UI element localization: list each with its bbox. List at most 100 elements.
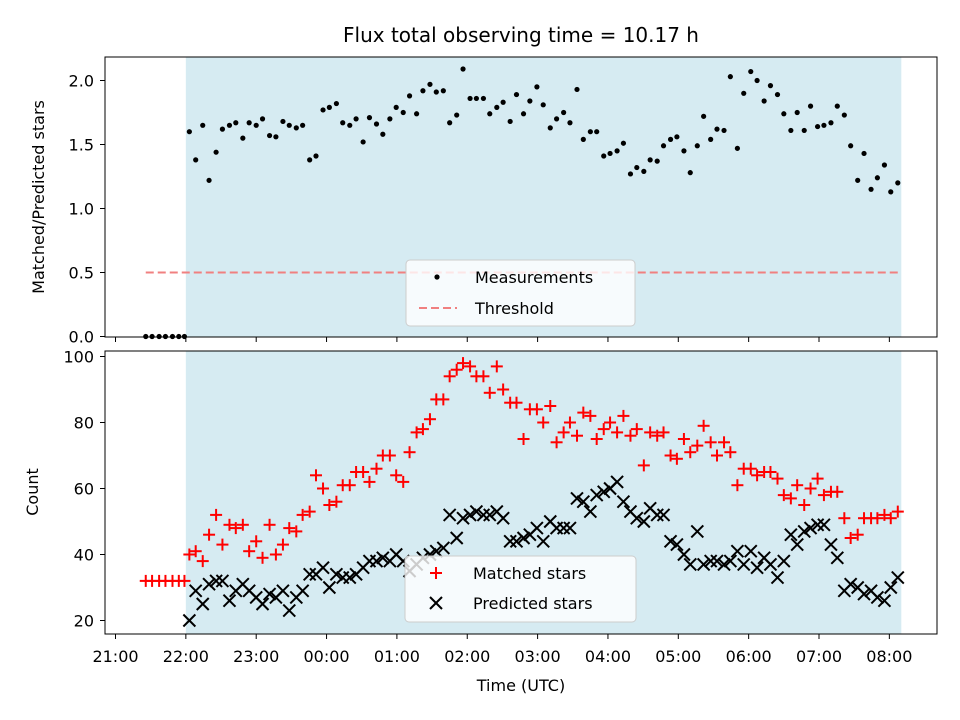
matched-star-point	[309, 469, 322, 482]
predicted-star-point	[690, 524, 705, 539]
matched-star-point	[677, 433, 690, 445]
top-y-tick-label: 2.0	[69, 72, 94, 91]
measurement-point	[727, 74, 733, 80]
bottom-y-tick-label: 40	[74, 546, 94, 565]
predicted-star-point	[723, 554, 738, 568]
measurement-point	[614, 148, 620, 154]
matched-star-point	[363, 475, 376, 488]
measurement-point	[413, 111, 420, 117]
predicted-star-point	[696, 557, 711, 572]
measurement-point	[848, 143, 854, 149]
matched-star-point	[483, 386, 496, 399]
top-panel: 0.00.51.01.52.0 Matched/Predicted stars …	[29, 56, 938, 347]
top-y-axis-label: Matched/Predicted stars	[29, 100, 48, 294]
matched-star-point	[537, 416, 550, 429]
matched-star-point	[617, 409, 630, 422]
matched-star-point	[410, 426, 423, 439]
measurement-point	[513, 91, 520, 98]
matched-star-point	[563, 416, 576, 429]
measurement-point	[473, 95, 479, 102]
matched-star-point	[183, 548, 196, 561]
matched-star-point	[343, 479, 356, 492]
matched-star-point	[323, 499, 336, 511]
measurement-point	[681, 148, 687, 154]
predicted-star-point	[750, 560, 764, 575]
matched-star-point	[604, 416, 617, 429]
top-y-tick-label: 0.5	[69, 264, 94, 283]
matched-star-point	[189, 545, 202, 558]
measurement-point	[387, 116, 393, 122]
matched-star-point	[597, 423, 610, 436]
matched-star-point	[423, 413, 436, 426]
matched-star-point	[256, 551, 269, 564]
x-tick-label: 03:00	[515, 647, 561, 666]
x-axis-label: Time (UTC)	[476, 676, 565, 695]
predicted-star-point	[744, 544, 758, 558]
measurement-point	[861, 150, 867, 157]
measurement-point	[527, 98, 533, 104]
measurement-point	[761, 98, 767, 104]
measurement-point	[594, 129, 600, 135]
measurement-point	[607, 150, 613, 157]
predicted-star-point	[670, 537, 684, 552]
predicted-star-point	[677, 547, 691, 562]
bottom-y-tick-label: 20	[74, 612, 94, 631]
matched-star-point	[724, 446, 737, 459]
measurement-point	[400, 109, 406, 116]
x-tick-label: 06:00	[726, 647, 772, 666]
measurement-point	[561, 109, 567, 116]
measurement-point	[714, 126, 720, 132]
measurement-point	[660, 143, 667, 149]
matched-star-point	[464, 360, 477, 373]
measurement-point	[574, 86, 580, 93]
predicted-star-point	[616, 494, 631, 509]
matched-star-point	[798, 499, 811, 511]
predicted-star-point	[877, 593, 892, 608]
x-tick-label: 01:00	[374, 647, 420, 666]
top-panel-frame	[104, 56, 938, 338]
predicted-star-point	[656, 508, 671, 522]
x-tick-label: 07:00	[796, 647, 842, 666]
matched-star-point	[250, 535, 263, 548]
measurement-point	[748, 68, 754, 75]
x-tick-label: 00:00	[303, 647, 349, 666]
measurement-point	[420, 88, 426, 94]
predicted-star-point	[295, 584, 310, 598]
matched-star-point	[490, 360, 503, 373]
measurement-point	[534, 84, 540, 90]
predicted-star-point	[262, 587, 277, 601]
matched-star-point	[283, 522, 296, 535]
measurement-point	[620, 140, 627, 146]
predicted-star-point	[188, 584, 203, 598]
predicted-star-point	[536, 534, 550, 549]
measurement-point	[300, 122, 306, 128]
figure-title: Flux total observing time = 10.17 h	[343, 23, 699, 47]
legend-predicted-marker	[429, 596, 443, 610]
measurement-point	[694, 143, 700, 149]
matched-star-point	[791, 479, 804, 492]
bottom-panel: 21:00 22:00 23:00 00:00 01:00 02:00 03:00 04:00…	[23, 348, 938, 695]
measurement-point	[567, 120, 573, 126]
measurement-point	[895, 180, 901, 186]
measurement-point	[580, 136, 586, 142]
measurement-point	[520, 111, 527, 117]
matched-star-point	[330, 495, 343, 508]
matched-star-point	[477, 370, 490, 383]
predicted-star-point	[556, 521, 571, 535]
matched-star-point	[718, 436, 731, 449]
matched-star-point	[557, 426, 570, 439]
measurement-point	[868, 186, 874, 192]
predicted-star-point	[463, 508, 477, 522]
matched-star-point	[517, 433, 530, 445]
matched-star-point	[577, 406, 590, 419]
measurement-point	[480, 95, 487, 102]
measurement-point	[219, 126, 226, 132]
matched-star-point	[457, 357, 470, 370]
predicted-star-point	[483, 508, 497, 522]
predicted-star-point	[302, 567, 317, 582]
measurement-point	[801, 127, 807, 134]
predicted-star-point	[449, 531, 464, 545]
measurement-point	[293, 125, 299, 131]
predicted-star-point	[817, 518, 831, 532]
